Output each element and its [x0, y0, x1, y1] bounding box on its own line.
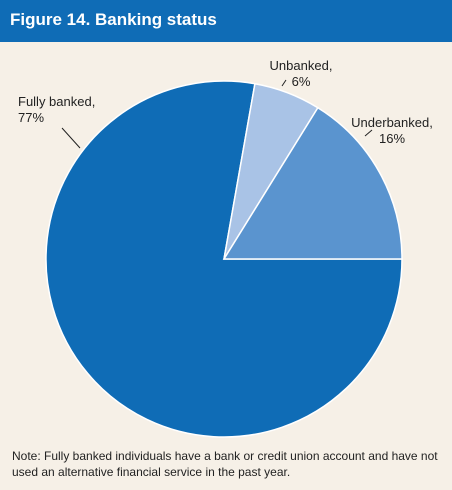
chart-title: Figure 14. Banking status [10, 10, 217, 29]
title-bar [0, 0, 452, 42]
pie [45, 80, 403, 438]
data-label: Underbanked, 16% [351, 115, 433, 146]
leader-line [61, 127, 81, 149]
pie-slice [45, 80, 403, 438]
data-label: Fully banked, 77% [18, 94, 96, 125]
data-label: Unbanked, 6% [269, 58, 333, 89]
leader-line [281, 79, 287, 87]
pie-slice [222, 106, 403, 260]
leader-line [364, 129, 373, 137]
note: Note: Fully banked individuals have a ba… [12, 449, 438, 479]
